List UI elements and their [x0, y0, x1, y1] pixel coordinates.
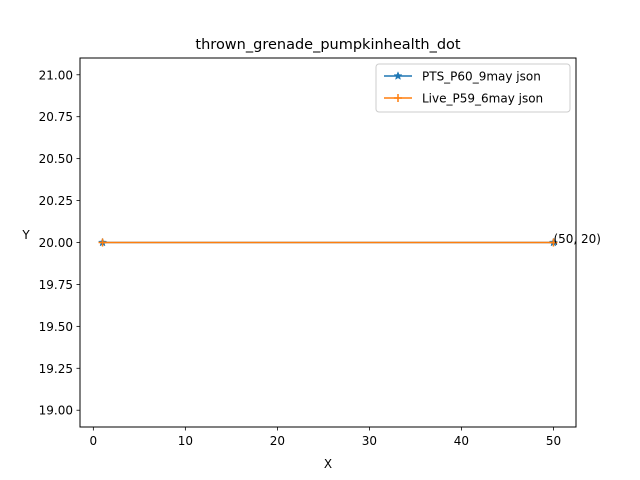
y-tick-label: 20.00 [39, 236, 73, 250]
series-layer [97, 237, 559, 247]
y-tick-label: 19.00 [39, 404, 73, 418]
y-axis: 19.00 19.25 19.50 19.75 20.00 20.25 20.50 20.75… [39, 68, 80, 418]
y-tick-label: 21.00 [39, 68, 73, 82]
x-tick-label: 50 [546, 434, 561, 448]
data-annotation: (50, 20) [553, 232, 601, 246]
x-tick-label: 30 [362, 434, 377, 448]
x-tick-label: 0 [90, 434, 98, 448]
x-tick-label: 10 [178, 434, 193, 448]
y-axis-label: Y [21, 228, 30, 242]
legend-box [375, 63, 571, 113]
data-point-live-p59-6may-json [98, 238, 107, 247]
legend-marker [393, 71, 403, 80]
x-tick-label: 20 [270, 434, 285, 448]
y-tick-label: 19.75 [39, 278, 73, 292]
y-tick-label: 19.50 [39, 320, 73, 334]
y-tick-label: 20.75 [39, 110, 73, 124]
y-tick-label: 20.50 [39, 152, 73, 166]
legend-label: PTS_P60_9may json [422, 70, 541, 84]
legend: PTS_P60_9may json Live_P59_6may json [375, 63, 571, 113]
x-tick-label: 40 [454, 434, 469, 448]
y-tick-label: 20.25 [39, 194, 73, 208]
y-tick-label: 19.25 [39, 362, 73, 376]
annotation-layer: (50, 20) [553, 232, 601, 246]
legend-marker [394, 94, 402, 102]
x-axis-label: X [324, 457, 332, 471]
data-point-live-p59-6may-json [549, 238, 558, 247]
legend-label: Live_P59_6may json [422, 92, 543, 106]
chart-title: thrown_grenade_pumpkinhealth_dot [195, 37, 460, 53]
x-axis: 0 10 20 30 40 50 [90, 427, 561, 448]
